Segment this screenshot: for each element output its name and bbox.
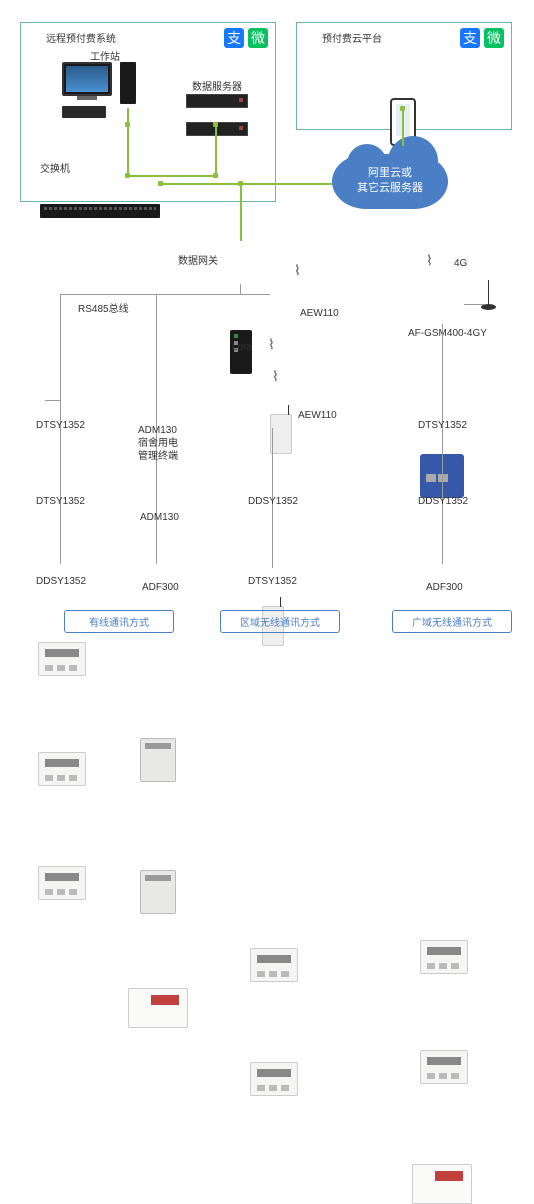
monitor — [62, 62, 112, 96]
net-line — [160, 183, 332, 185]
meter-c3-1 — [250, 948, 298, 982]
server-label: 数据服务器 — [192, 78, 242, 93]
meter-c3-1-label: DDSY1352 — [248, 496, 298, 507]
adf-c4-3-label: ADF300 — [426, 582, 463, 593]
alipay-icon: 支 — [224, 28, 244, 48]
meter-c4-1 — [420, 940, 468, 974]
bus-label: RS485总线 — [78, 300, 129, 315]
antenna-icon: ⌇ — [426, 252, 433, 269]
bus-line — [60, 294, 270, 295]
net-line — [127, 108, 129, 176]
wifi-icon: ⌇ — [272, 368, 279, 385]
meter-c1-3-label: DDSY1352 — [36, 576, 86, 587]
keyboard — [62, 106, 106, 118]
adm-c2-2-label: ADM130 — [140, 512, 179, 523]
net-line — [402, 106, 404, 146]
net-line — [215, 124, 217, 176]
bus-line — [240, 284, 241, 294]
tag-wired: 有线通讯方式 — [64, 610, 174, 633]
box-right-title: 预付费云平台 — [322, 30, 382, 45]
bus-line — [464, 304, 484, 305]
antenna — [488, 280, 489, 306]
switch — [40, 204, 160, 218]
meter-c3-2 — [250, 1062, 298, 1096]
net-line — [240, 183, 242, 241]
cloud-line2: 其它云服务器 — [340, 181, 440, 196]
cloud-line1: 阿里云或 — [340, 166, 440, 181]
fourg-label: 4G — [454, 258, 467, 269]
net-dot — [213, 173, 218, 178]
aew110-top — [270, 414, 292, 454]
wifi-icon: ⌇ — [268, 336, 275, 353]
pc-tower — [120, 62, 136, 104]
meter-c4-2 — [420, 1050, 468, 1084]
adm-c2-1 — [140, 738, 176, 782]
meter-c1-1-label: DTSY1352 — [36, 420, 85, 431]
net-dot — [125, 173, 130, 178]
switch-label: 交换机 — [40, 160, 70, 175]
lora-label: Lora — [232, 342, 252, 353]
gsm-label: AF-GSM400-4GY — [408, 328, 487, 339]
net-dot — [125, 122, 130, 127]
adf-c2-3 — [128, 988, 188, 1028]
meter-c4-2-label: DDSY1352 — [418, 496, 468, 507]
server-1 — [186, 94, 248, 108]
wechat-icon: 微 — [248, 28, 268, 48]
aew110-top-label: AEW110 — [300, 308, 339, 319]
cloud: 阿里云或 其它云服务器 — [332, 154, 448, 209]
adf-c4-3 — [412, 1164, 472, 1204]
aew110-mid-label: AEW110 — [298, 410, 337, 421]
meter-c1-1 — [38, 642, 86, 676]
adm-c2-2 — [140, 870, 176, 914]
bus-line — [442, 324, 443, 564]
meter-c1-2 — [38, 752, 86, 786]
net-dot — [158, 181, 163, 186]
box-left-title: 远程预付费系统 — [46, 30, 116, 45]
net-line — [127, 175, 217, 177]
adf-c2-3-label: ADF300 — [142, 582, 179, 593]
alipay-icon: 支 — [460, 28, 480, 48]
net-dot — [213, 122, 218, 127]
meter-c3-2-label: DTSY1352 — [248, 576, 297, 587]
wifi-icon: ⌇ — [294, 262, 301, 279]
wechat-icon: 微 — [484, 28, 504, 48]
net-dot — [400, 106, 405, 111]
tag-area-wireless: 区域无线通讯方式 — [220, 610, 340, 633]
adm-c2-1-label: ADM130 宿舍用电 管理终端 — [138, 424, 178, 463]
tag-wan-wireless: 广域无线通讯方式 — [392, 610, 512, 633]
meter-c1-3 — [38, 866, 86, 900]
meter-c4-1-label: DTSY1352 — [418, 420, 467, 431]
net-dot — [238, 181, 243, 186]
meter-c1-2-label: DTSY1352 — [36, 496, 85, 507]
bus-line — [45, 400, 60, 401]
workstation-label: 工作站 — [90, 48, 120, 63]
gateway-label: 数据网关 — [178, 252, 218, 267]
